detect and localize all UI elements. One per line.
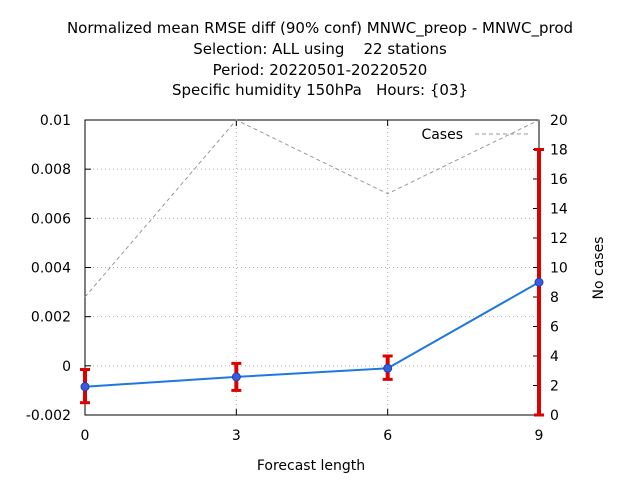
x-tick-label: 6 <box>383 428 392 444</box>
chart-title-line-2: Selection: ALL using 22 stations <box>193 40 447 58</box>
y2-tick-label: 2 <box>550 379 559 395</box>
x-tick-label: 3 <box>232 428 241 444</box>
y-tick-label: 0 <box>62 359 71 375</box>
series-line <box>84 281 540 388</box>
data-point <box>80 382 90 392</box>
y2-tick-label: 20 <box>550 113 568 129</box>
data-series <box>80 119 544 417</box>
chart-title-line-3: Period: 20220501-20220520 <box>212 61 428 79</box>
y-tick-label: 0.01 <box>40 113 71 129</box>
y2-tick-label: 4 <box>550 349 559 365</box>
y2-axis-label: No cases <box>591 237 607 300</box>
cases-line <box>84 119 540 298</box>
y2-tick-label: 8 <box>550 290 559 306</box>
x-axis-label: Forecast length <box>257 458 365 474</box>
data-point <box>534 277 544 287</box>
legend-label-cases: Cases <box>421 127 463 143</box>
y2-tick-label: 10 <box>550 261 568 277</box>
legend: Cases <box>421 127 528 143</box>
chart-title-line-4: Specific humidity 150hPa Hours: {03} <box>171 81 469 99</box>
y2-tick-label: 0 <box>550 408 559 424</box>
y2-tick-label: 14 <box>550 202 568 218</box>
y2-tick-label: 6 <box>550 320 559 336</box>
grid-lines <box>85 120 539 415</box>
y-tick-label: -0.002 <box>26 408 71 424</box>
y-tick-label: 0.008 <box>31 162 71 178</box>
data-point <box>231 372 241 382</box>
y2-tick-label: 18 <box>550 143 568 159</box>
x-tick-label: 0 <box>81 428 90 444</box>
y-tick-label: 0.004 <box>31 261 71 277</box>
x-tick-label: 9 <box>535 428 544 444</box>
y-tick-label: 0.002 <box>31 310 71 326</box>
y2-tick-label: 16 <box>550 172 568 188</box>
data-point <box>383 363 393 373</box>
y2-tick-label: 12 <box>550 231 568 247</box>
chart-title-line-1: Normalized mean RMSE diff (90% conf) MNW… <box>66 19 574 37</box>
y-tick-label: 0.006 <box>31 211 71 227</box>
